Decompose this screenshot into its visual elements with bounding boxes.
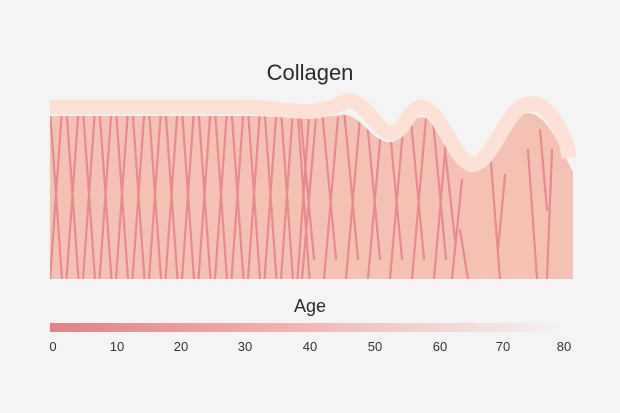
collagen-fiber <box>131 112 146 279</box>
collagen-fiber <box>263 112 278 279</box>
collagen-fiber <box>300 116 318 279</box>
collagen-fiber <box>320 112 338 261</box>
dermis-tissue <box>50 112 573 279</box>
collagen-fiber <box>246 112 262 279</box>
collagen-fiber <box>322 116 340 279</box>
collagen-fiber <box>410 116 428 279</box>
collagen-fiber <box>488 148 502 279</box>
collagen-fibers <box>50 112 554 279</box>
tick-label: 10 <box>109 339 125 354</box>
collagen-fiber <box>50 112 64 279</box>
diagram-title: Collagen <box>266 60 354 85</box>
tick-label: 60 <box>432 339 448 354</box>
collagen-fiber <box>180 112 196 279</box>
collagen-fiber <box>538 128 549 212</box>
collagen-fiber <box>147 112 163 279</box>
collagen-fiber <box>98 112 113 279</box>
collagen-fiber <box>230 112 245 279</box>
collagen-fiber <box>344 116 362 279</box>
collagen-fiber <box>430 112 448 261</box>
collagen-fiber <box>197 112 212 279</box>
collagen-fiber <box>65 112 80 279</box>
collagen-fiber <box>164 112 179 279</box>
collagen-fiber <box>526 148 539 279</box>
collagen-fiber <box>279 112 295 279</box>
tick-label: 20 <box>173 339 189 354</box>
tick-label: 40 <box>302 339 318 354</box>
collagen-fiber <box>298 112 316 261</box>
collagen-fiber <box>366 116 384 279</box>
skin-surface-layer <box>50 93 577 172</box>
collagen-fiber <box>296 112 311 279</box>
tick-label: 30 <box>237 339 253 354</box>
collagen-fiber <box>458 228 470 279</box>
collagen-fiber <box>545 148 554 279</box>
tick-label: 80 <box>556 339 572 354</box>
tick-label: 50 <box>367 339 383 354</box>
collagen-fiber <box>114 112 130 279</box>
collagen-fiber <box>496 173 507 252</box>
collagen-fiber <box>443 148 457 242</box>
collagen-fiber <box>450 178 464 279</box>
collagen-fiber <box>388 116 406 279</box>
tick-label: 0 <box>49 339 57 354</box>
collagen-fiber <box>81 112 97 279</box>
tick-label: 70 <box>495 339 511 354</box>
collagen-fiber <box>364 112 382 261</box>
age-axis-label: Age <box>293 296 327 316</box>
collagen-fiber <box>408 112 426 261</box>
collagen-fiber <box>342 112 360 261</box>
age-gradient-bar <box>50 323 570 332</box>
collagen-fiber <box>213 112 229 279</box>
